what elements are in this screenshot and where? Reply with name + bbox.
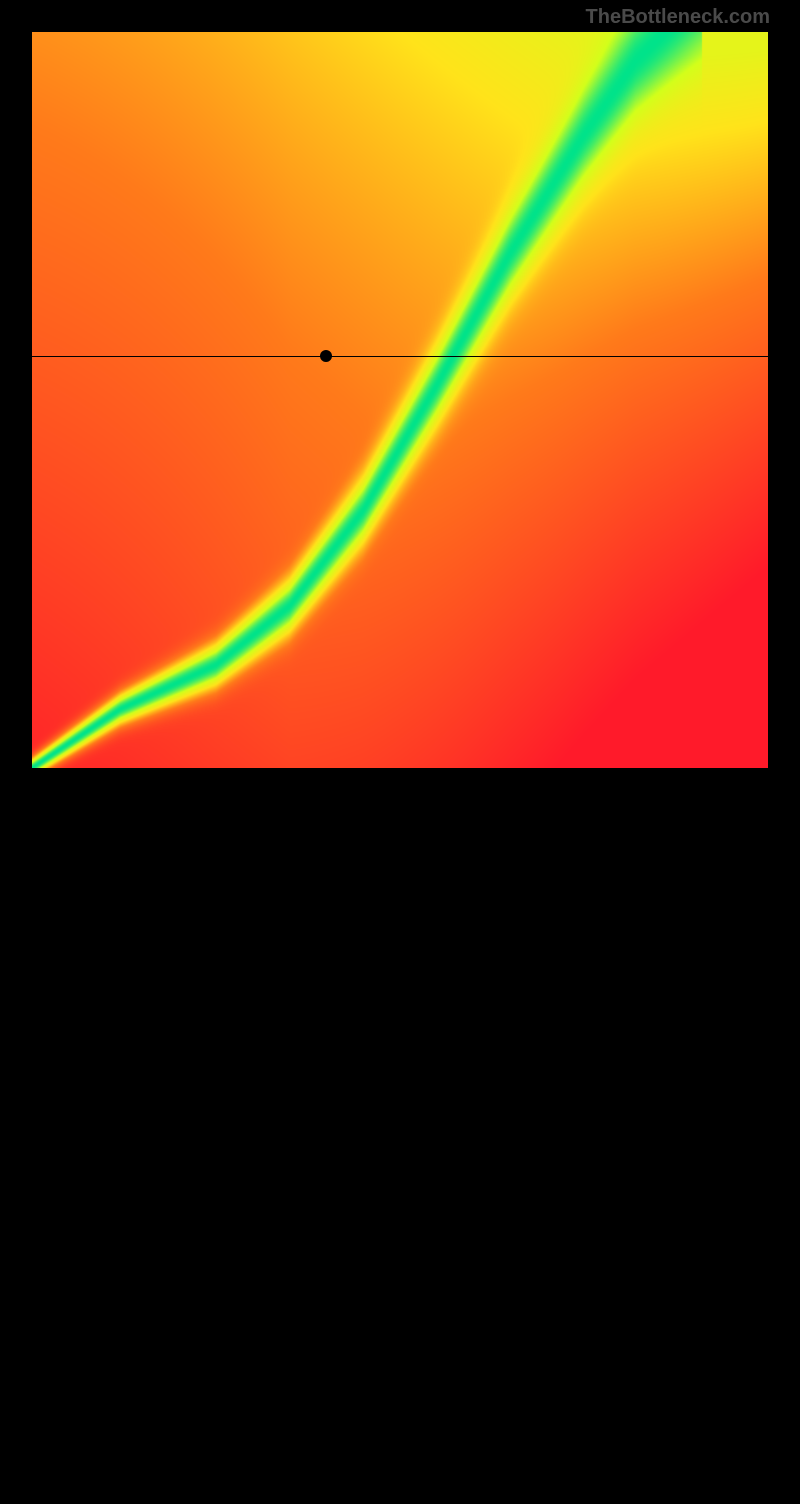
plot-area: [32, 32, 768, 768]
heatmap-canvas: [32, 32, 768, 768]
crosshair-vertical: [326, 768, 327, 1504]
selection-point: [320, 350, 332, 362]
watermark-text: TheBottleneck.com: [586, 6, 770, 29]
crosshair-horizontal: [32, 356, 768, 357]
